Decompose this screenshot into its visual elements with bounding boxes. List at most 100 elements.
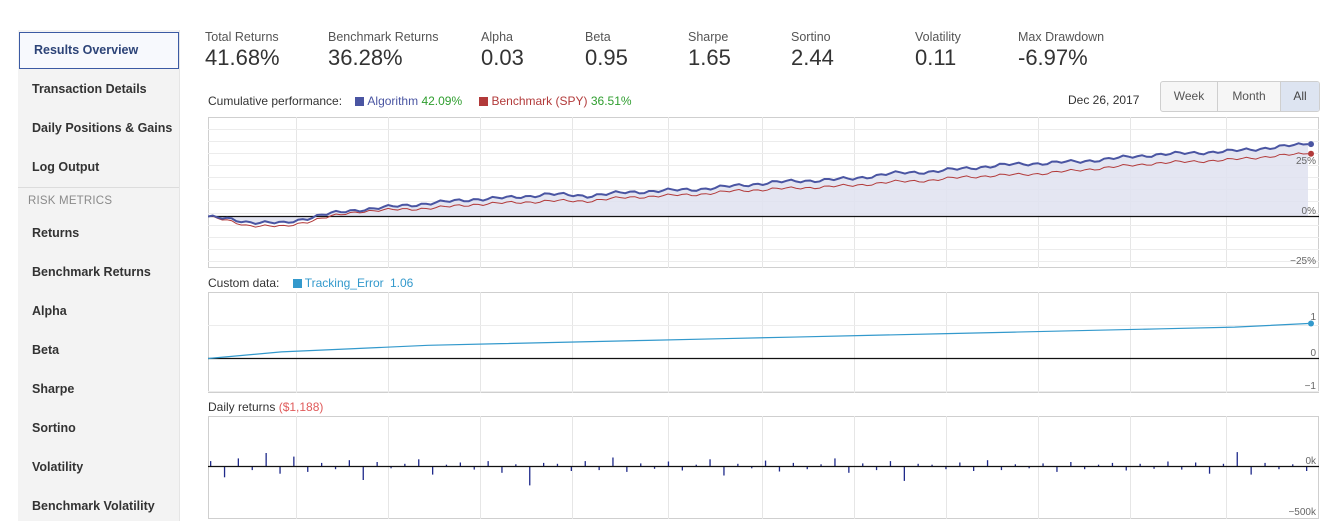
daily-return-bar (695, 464, 697, 467)
algorithm-legend-value: 42.09% (421, 94, 463, 108)
daily-return-bar (834, 458, 836, 467)
daily-return-bar (820, 464, 822, 467)
daily-returns-chart: 0k −500k (208, 416, 1319, 519)
chart-grid (296, 416, 1227, 519)
daily-return-bar (543, 462, 545, 467)
metric-value: 0.11 (915, 45, 957, 70)
daily-return-bar (612, 457, 614, 467)
daily-return-bar (903, 466, 905, 481)
daily-return-bar (653, 466, 656, 469)
tick-label-neg500k: −500k (1288, 507, 1317, 518)
daily-return-bar (445, 464, 448, 467)
daily-return-bar (404, 463, 406, 467)
metric-max-drawdown: Max Drawdown -6.97% (1018, 30, 1104, 71)
nav-benchmark-volatility[interactable]: Benchmark Volatility (32, 499, 155, 513)
nav-daily-positions[interactable]: Daily Positions & Gains (32, 121, 173, 135)
custom-legend: Custom data: Tracking_Error 1.06 (208, 276, 413, 290)
daily-return-bar (986, 460, 989, 467)
daily-return-bar (709, 459, 711, 467)
nav-alpha[interactable]: Alpha (32, 304, 67, 318)
daily-return-bar (432, 466, 434, 475)
daily-return-bar (751, 466, 753, 469)
metric-value: 2.44 (791, 45, 834, 70)
nav-benchmark-returns[interactable]: Benchmark Returns (32, 265, 151, 279)
tick-label-1: 1 (1310, 312, 1316, 323)
daily-return-bar (598, 466, 600, 471)
metric-sharpe: Sharpe 1.65 (688, 30, 731, 71)
nav-returns[interactable]: Returns (32, 226, 80, 240)
metric-label: Sortino (791, 30, 831, 44)
metric-value: -6.97% (1018, 45, 1088, 70)
tick-label-25: 25% (1296, 156, 1316, 167)
daily-return-bar (251, 466, 253, 471)
daily-return-bar (681, 466, 683, 471)
daily-return-bar (1306, 466, 1308, 471)
daily-return-bar (237, 458, 239, 467)
daily-return-bar (1139, 463, 1141, 467)
daily-return-bar (1084, 466, 1086, 470)
chart-grid (208, 292, 1319, 393)
daily-return-bar (376, 462, 378, 467)
range-selector: Week Month All (1160, 81, 1320, 112)
daily-return-bar (1167, 461, 1169, 467)
tick-label-0: 0 (1310, 348, 1316, 359)
daily-return-bar (737, 463, 739, 467)
metric-beta: Beta 0.95 (585, 30, 628, 71)
daily-return-bar (556, 463, 559, 467)
benchmark-legend-value: 36.51% (590, 94, 632, 108)
metric-alpha: Alpha 0.03 (481, 30, 524, 71)
metric-label: Volatility (915, 30, 961, 44)
daily-return-bar (293, 456, 295, 467)
tick-label-0k: 0k (1305, 456, 1317, 467)
nav-beta[interactable]: Beta (32, 343, 60, 357)
daily-returns-legend: Daily returns ($1,188) (208, 400, 323, 414)
daily-return-bar (889, 461, 892, 467)
metric-label: Alpha (481, 30, 513, 44)
metric-value: 36.28% (328, 45, 403, 70)
metric-value: 0.95 (585, 45, 628, 70)
daily-return-bar (764, 460, 767, 467)
daily-return-bar (1000, 466, 1003, 471)
daily-return-bar (529, 466, 531, 486)
benchmark-legend-swatch (479, 94, 491, 108)
nav-volatility[interactable]: Volatility (32, 460, 84, 474)
daily-return-bar (1153, 466, 1155, 469)
daily-return-bar (334, 466, 337, 470)
tracking-error-value: 1.06 (389, 276, 414, 290)
daily-return-bar (917, 463, 919, 467)
performance-legend: Cumulative performance: Algorithm 42.09%… (208, 94, 632, 108)
cumulative-performance-chart: 25% 0% −25% (208, 117, 1319, 268)
daily-return-bar (515, 464, 517, 467)
current-date-label: Dec 26, 2017 (1068, 93, 1140, 107)
nav-sharpe[interactable]: Sharpe (32, 382, 75, 396)
daily-return-bar (307, 466, 309, 472)
metric-value: 1.65 (688, 45, 731, 70)
metric-label: Total Returns (205, 30, 279, 44)
tracking-error-end-marker (1308, 320, 1314, 327)
daily-return-bar (626, 466, 628, 472)
chart-frame (208, 292, 1319, 393)
sidebar-divider (18, 187, 179, 188)
nav-log-output[interactable]: Log Output (32, 160, 100, 174)
range-month-button[interactable]: Month (1218, 82, 1281, 111)
daily-return-bar (640, 463, 642, 467)
daily-return-bar (792, 462, 794, 467)
range-all-button[interactable]: All (1281, 82, 1319, 111)
daily-return-bar (1111, 462, 1114, 467)
nav-results-overview[interactable]: Results Overview (19, 32, 179, 69)
metric-benchmark-returns: Benchmark Returns 36.28% (328, 30, 438, 71)
daily-return-bar (1014, 464, 1016, 467)
range-week-button[interactable]: Week (1161, 82, 1218, 111)
daily-return-bar (1222, 463, 1225, 467)
algorithm-end-marker (1308, 141, 1314, 148)
tracking-error-series-line (208, 322, 1309, 360)
daily-return-bar (667, 461, 670, 467)
daily-return-bar (1278, 466, 1280, 470)
nav-sortino[interactable]: Sortino (32, 421, 76, 435)
daily-return-bar (778, 466, 781, 472)
daily-return-bar (1195, 462, 1197, 467)
daily-return-bar (1042, 463, 1044, 467)
nav-transaction-details[interactable]: Transaction Details (32, 82, 147, 96)
algorithm-area (208, 143, 1308, 224)
algorithm-legend-swatch (355, 94, 367, 108)
